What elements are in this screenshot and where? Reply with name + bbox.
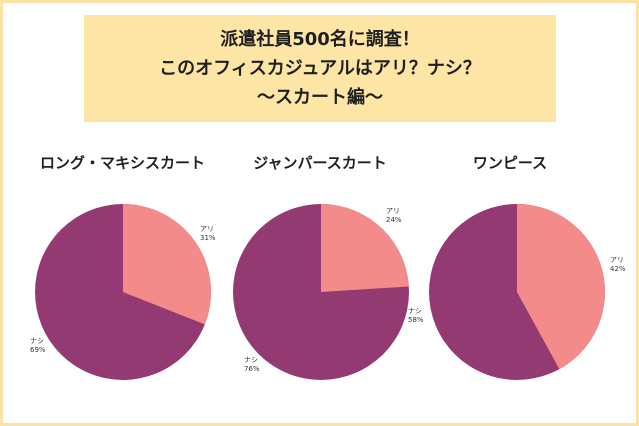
pie-1-label-1: ナシ 58%: [408, 307, 424, 324]
pie-1-label-2: ナシ 76%: [244, 356, 260, 373]
pie-2-label-0: アリ 42%: [610, 256, 626, 273]
chart-title-long-skirt: ロング・マキシスカート: [39, 154, 205, 172]
chart-title-one-piece: ワンピース: [472, 154, 548, 172]
title-banner: 派遣社員500名に調査！ このオフィスカジュアルはアリ？ナシ？ 〜スカート編〜: [84, 15, 556, 122]
title-line-1: 派遣社員500名に調査！: [220, 29, 420, 50]
pie-1-slice-ari: [321, 204, 409, 292]
pie-1-label-0: アリ 24%: [386, 207, 402, 224]
title-line-3: 〜スカート編〜: [257, 87, 383, 108]
title-line-2: このオフィスカジュアルはアリ？ナシ？: [159, 58, 481, 79]
pie-0-label-0: アリ 31%: [200, 225, 216, 242]
pie-2-slice-ari: [517, 204, 605, 370]
chart-title-jumper-skirt: ジャンパースカート: [253, 154, 387, 172]
pie-0-slice-ari: [123, 204, 211, 325]
pie-0-label-1: ナシ 69%: [30, 337, 46, 354]
